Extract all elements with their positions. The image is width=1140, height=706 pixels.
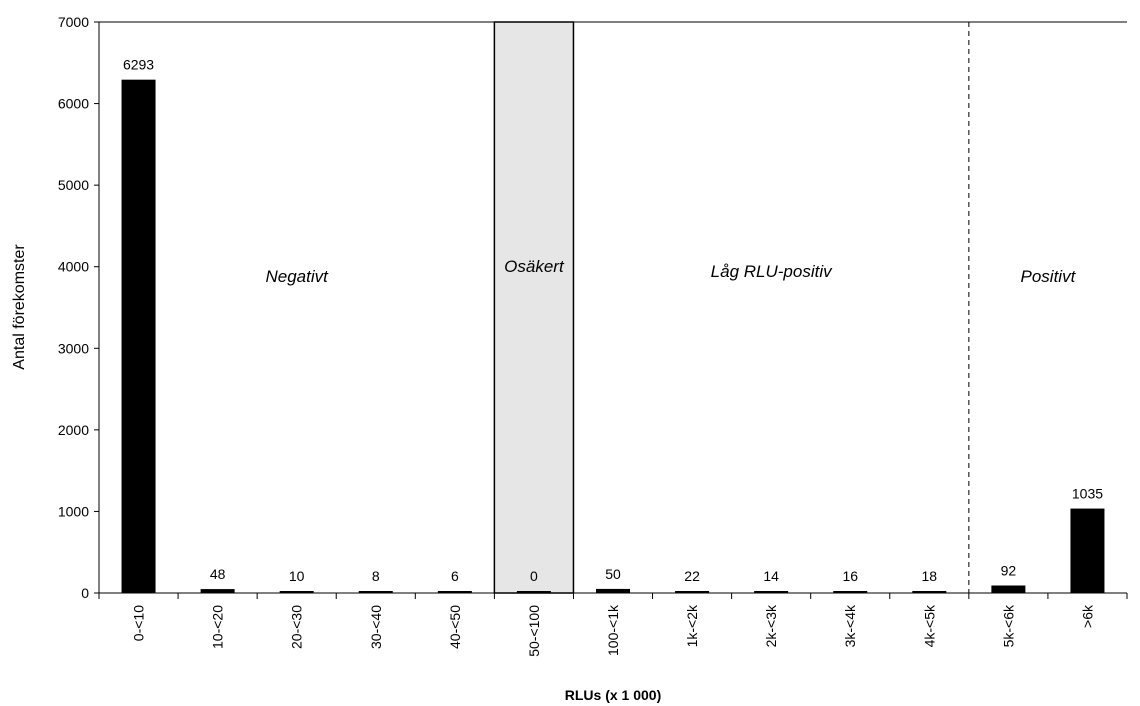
bar-1 <box>200 589 235 593</box>
y-tick-label-3: 3000 <box>58 340 89 356</box>
bar-6 <box>596 588 630 593</box>
data-label-12: 1035 <box>1072 486 1103 502</box>
shaded-region-1 <box>493 21 575 594</box>
bar-11 <box>991 585 1026 593</box>
bar-10 <box>912 591 947 593</box>
x-axis-title: RLUs (x 1 000) <box>565 687 661 703</box>
bar-2 <box>279 591 314 593</box>
y-tick-label-0: 0 <box>81 585 89 601</box>
x-tick-label-7: 1k-<2k <box>684 604 700 647</box>
data-label-6: 50 <box>605 566 621 582</box>
y-tick-label-1: 1000 <box>58 503 89 519</box>
y-tick-label-7: 7000 <box>58 14 89 30</box>
bar-0 <box>121 79 156 593</box>
x-tick-label-1: 10-<20 <box>210 605 226 649</box>
bar-12 <box>1070 508 1105 593</box>
data-label-8: 14 <box>763 568 779 584</box>
data-label-9: 16 <box>842 568 858 584</box>
data-label-4: 6 <box>451 568 459 584</box>
region-label-2: Låg RLU-positiv <box>711 262 833 281</box>
bar-3 <box>358 591 393 593</box>
bar-7 <box>675 591 710 593</box>
data-label-11: 92 <box>1001 562 1017 578</box>
x-tick-label-10: 4k-<5k <box>921 604 937 647</box>
region-label-3: Positivt <box>1021 267 1077 286</box>
y-tick-label-5: 5000 <box>58 177 89 193</box>
x-tick-label-12: >6k <box>1079 604 1095 628</box>
x-tick-label-3: 30-<40 <box>368 605 384 649</box>
data-label-10: 18 <box>922 568 938 584</box>
region-label-1: Osäkert <box>504 257 565 276</box>
data-label-2: 10 <box>289 568 305 584</box>
data-label-5: 0 <box>530 568 538 584</box>
data-label-7: 22 <box>684 568 700 584</box>
x-tick-label-2: 20-<30 <box>289 605 305 649</box>
y-tick-label-4: 4000 <box>58 259 89 275</box>
bar-9 <box>833 591 868 593</box>
x-tick-label-6: 100-<1k <box>605 604 621 656</box>
x-tick-label-4: 40-<50 <box>447 605 463 649</box>
data-label-0: 6293 <box>123 57 154 73</box>
x-tick-label-5: 50-<100 <box>526 605 542 657</box>
x-tick-label-11: 5k-<6k <box>1000 604 1016 647</box>
x-tick-label-8: 2k-<3k <box>763 604 779 647</box>
bar-4 <box>437 591 472 593</box>
bar-8 <box>754 591 789 593</box>
y-tick-label-2: 2000 <box>58 422 89 438</box>
data-label-3: 8 <box>372 568 380 584</box>
y-tick-label-6: 6000 <box>58 96 89 112</box>
data-label-1: 48 <box>210 566 226 582</box>
bar-5 <box>516 591 551 593</box>
x-tick-label-9: 3k-<4k <box>842 604 858 647</box>
y-axis-title: Antal förekomster <box>11 244 28 370</box>
region-label-0: Negativt <box>266 267 330 286</box>
x-tick-label-0: 0-<10 <box>131 605 147 641</box>
